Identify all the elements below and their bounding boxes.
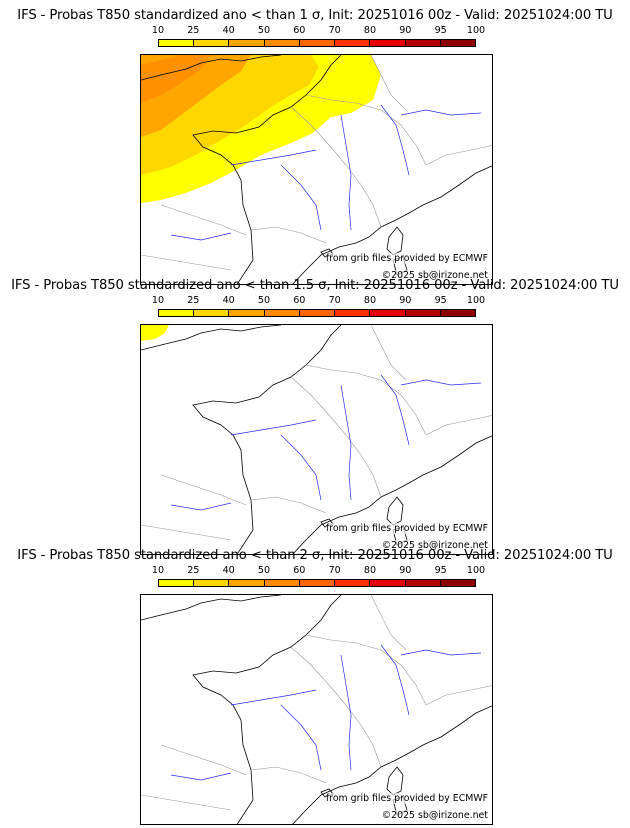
panel-title: IFS - Probas T850 standardized ano < tha…: [11, 278, 619, 293]
scale-color-cell: [264, 40, 300, 46]
scale-tick-label: 40: [222, 25, 235, 36]
scale-tick-label: 70: [328, 25, 341, 36]
grib-credit: from grib files provided by ECMWF: [325, 253, 488, 264]
scale-tick-label: 100: [466, 295, 486, 306]
color-scale-labels: 10 25 40 50 60 70 80 90 95 100: [152, 565, 485, 577]
scale-tick-label: 60: [293, 565, 306, 576]
scale-tick-label: 90: [399, 295, 412, 306]
scale-color-cell: [370, 40, 406, 46]
scale-color-cell: [159, 580, 195, 586]
scale-color-cell: [370, 580, 406, 586]
color-scale-bar: [158, 579, 476, 587]
scale-tick-label: 25: [187, 295, 200, 306]
scale-tick-label: 25: [187, 25, 200, 36]
scale-tick-label: 10: [151, 565, 165, 576]
europe-map: from grib files provided by ECMWF ©2025 …: [140, 324, 493, 555]
scale-tick-label: 95: [434, 25, 447, 36]
scale-tick-label: 95: [434, 565, 447, 576]
scale-color-cell: [299, 40, 336, 46]
scale-tick-label: 10: [151, 25, 165, 36]
coastlines: [141, 595, 492, 824]
scale-color-cell: [194, 310, 230, 316]
scale-tick-label: 100: [466, 565, 486, 576]
panel-title: IFS - Probas T850 standardized ano < tha…: [17, 8, 613, 23]
scale-color-cell: [440, 580, 475, 586]
scale-color-cell: [299, 310, 336, 316]
scale-tick-label: 90: [399, 25, 412, 36]
borders: [141, 55, 492, 271]
scale-color-cell: [440, 40, 475, 46]
scale-color-cell: [335, 310, 371, 316]
forecast-panel-1-5-sigma: IFS - Probas T850 standardized ano < tha…: [0, 278, 630, 555]
scale-color-cell: [229, 580, 265, 586]
scale-color-cell: [370, 310, 406, 316]
scale-tick-label: 80: [363, 25, 377, 36]
color-scale-labels: 10 25 40 50 60 70 80 90 95 100: [152, 25, 485, 37]
scale-tick-label: 50: [257, 25, 271, 36]
borders: [141, 595, 492, 811]
coastlines: [141, 325, 492, 554]
scale-tick-label: 70: [328, 295, 341, 306]
scale-color-cell: [264, 310, 300, 316]
rivers: [170, 644, 482, 781]
scale-color-cell: [335, 40, 371, 46]
scale-tick-label: 60: [293, 295, 306, 306]
probability-shading: [141, 55, 381, 203]
scale-color-cell: [299, 580, 336, 586]
color-scale-bar: [158, 309, 476, 317]
probability-shading: [141, 325, 169, 341]
scale-tick-label: 80: [363, 565, 377, 576]
scale-color-cell: [159, 40, 195, 46]
map-graphic: [141, 325, 492, 554]
map-graphic: [141, 55, 492, 284]
scale-tick-label: 25: [187, 565, 200, 576]
scale-tick-label: 40: [222, 565, 235, 576]
scale-tick-label: 10: [151, 295, 165, 306]
copyright-notice: ©2025 sb@irizone.net: [381, 810, 488, 821]
scale-tick-label: 100: [466, 25, 486, 36]
scale-tick-label: 70: [328, 565, 341, 576]
forecast-panel-2-sigma: IFS - Probas T850 standardized ano < tha…: [0, 548, 630, 825]
scale-color-cell: [159, 310, 195, 316]
scale-color-cell: [229, 40, 265, 46]
color-scale-labels: 10 25 40 50 60 70 80 90 95 100: [152, 295, 485, 307]
scale-tick-label: 80: [363, 295, 377, 306]
scale-color-cell: [264, 580, 300, 586]
copyright-notice: ©2025 sb@irizone.net: [381, 540, 488, 551]
europe-map: from grib files provided by ECMWF ©2025 …: [140, 54, 493, 285]
scale-tick-label: 95: [434, 295, 447, 306]
color-scale-bar: [158, 39, 476, 47]
grib-credit: from grib files provided by ECMWF: [325, 523, 488, 534]
rivers: [170, 374, 482, 511]
scale-color-cell: [405, 40, 441, 46]
rivers: [170, 104, 482, 241]
copyright-notice: ©2025 sb@irizone.net: [381, 270, 488, 281]
scale-tick-label: 50: [257, 565, 271, 576]
scale-color-cell: [405, 580, 441, 586]
scale-color-cell: [229, 310, 265, 316]
europe-map: from grib files provided by ECMWF ©2025 …: [140, 594, 493, 825]
scale-tick-label: 50: [257, 295, 271, 306]
scale-tick-label: 90: [399, 565, 412, 576]
scale-color-cell: [405, 310, 441, 316]
map-graphic: [141, 595, 492, 824]
scale-tick-label: 40: [222, 295, 235, 306]
scale-color-cell: [194, 40, 230, 46]
scale-color-cell: [335, 580, 371, 586]
borders: [141, 325, 492, 541]
forecast-panel-1-sigma: IFS - Probas T850 standardized ano < tha…: [0, 8, 630, 285]
scale-color-cell: [440, 310, 475, 316]
scale-color-cell: [194, 580, 230, 586]
grib-credit: from grib files provided by ECMWF: [325, 793, 488, 804]
panel-title: IFS - Probas T850 standardized ano < tha…: [17, 548, 613, 563]
scale-tick-label: 60: [293, 25, 306, 36]
